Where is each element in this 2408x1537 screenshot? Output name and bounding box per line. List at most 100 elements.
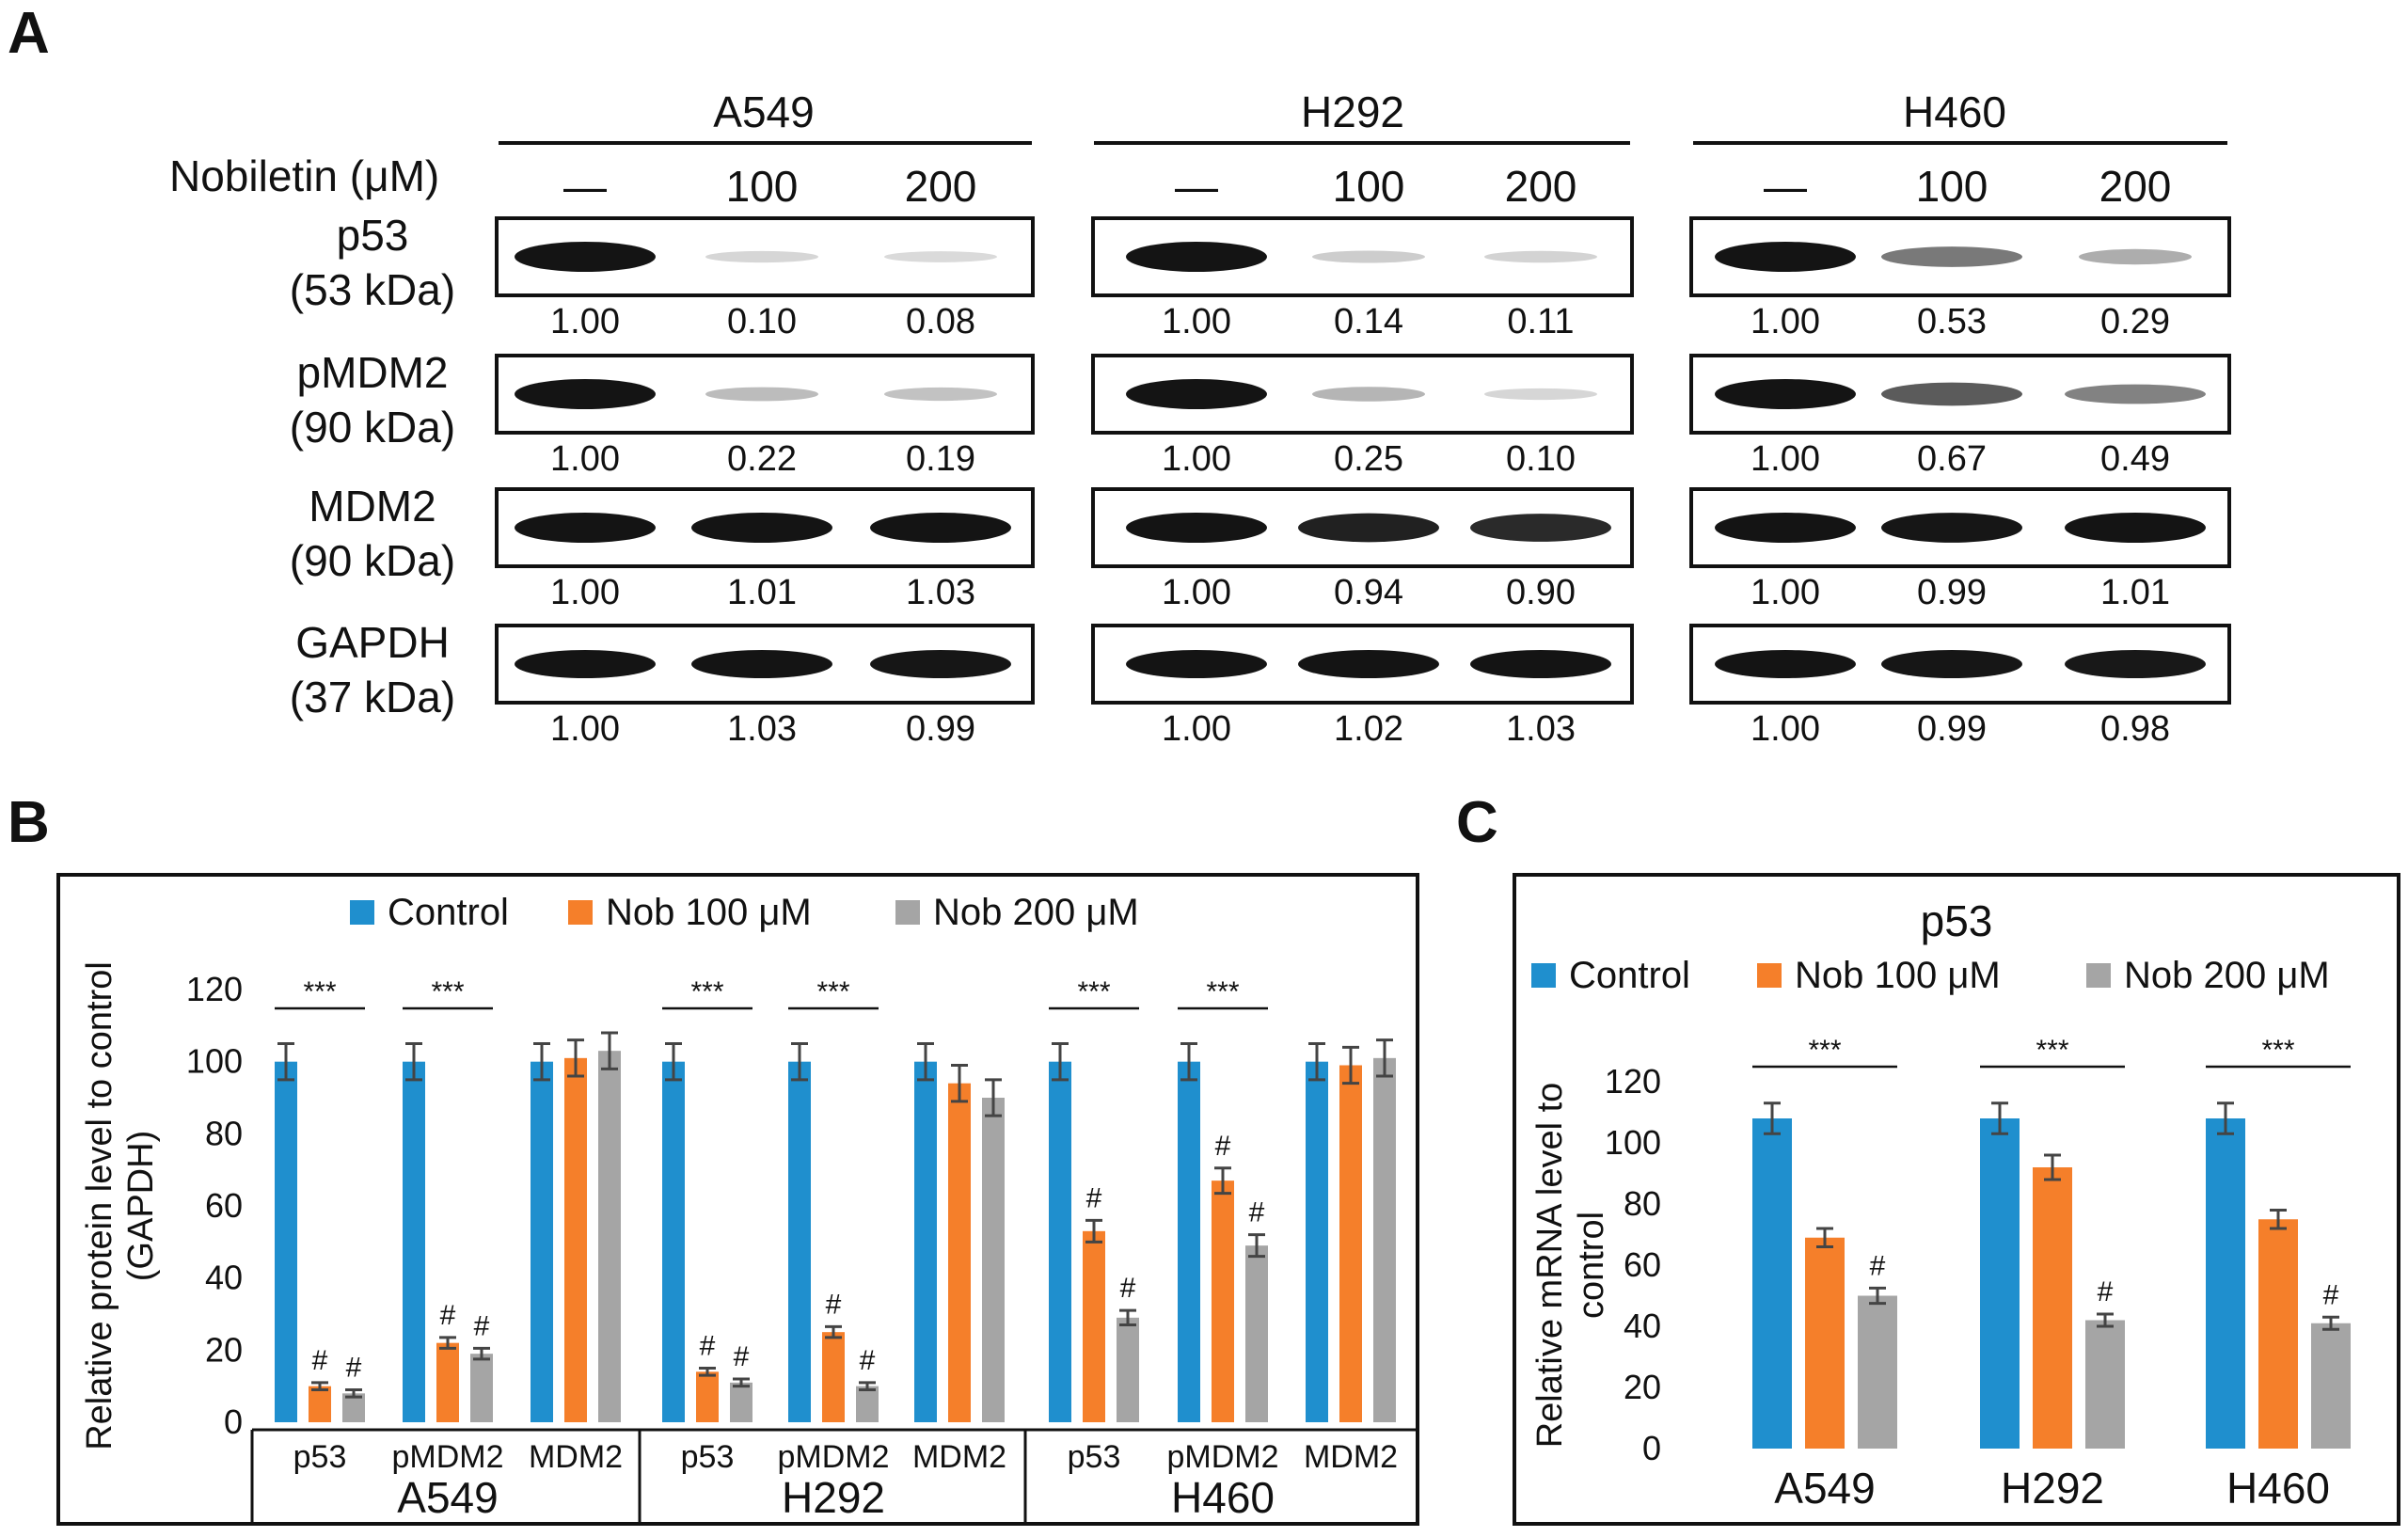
cell-line-header: H292 bbox=[1301, 87, 1404, 136]
bar bbox=[1245, 1245, 1268, 1422]
band-quant-value: 1.00 bbox=[1751, 439, 1820, 479]
significance-mark: # bbox=[2098, 1276, 2114, 1307]
band-quant-value: 0.94 bbox=[1334, 573, 1403, 612]
group-label: H292 bbox=[782, 1473, 885, 1522]
band-quant-value: 1.00 bbox=[550, 439, 620, 479]
y-axis-label: Relative mRNA level to control bbox=[1530, 1083, 1611, 1449]
dose-label: 100 bbox=[1333, 162, 1405, 211]
legend-swatch bbox=[2086, 963, 2111, 988]
blot-band bbox=[515, 242, 656, 272]
y-tick-label: 0 bbox=[1642, 1429, 1661, 1467]
category-label: H460 bbox=[2226, 1464, 2330, 1513]
blot-band bbox=[705, 387, 818, 402]
category-label: p53 bbox=[293, 1439, 347, 1475]
significance-label: *** bbox=[431, 976, 464, 1007]
significance-mark: # bbox=[1870, 1250, 1886, 1281]
band-quant-value: 1.02 bbox=[1334, 709, 1403, 749]
band-quant-value: 1.00 bbox=[550, 709, 620, 749]
blot-band bbox=[1470, 650, 1611, 678]
category-label: MDM2 bbox=[1304, 1439, 1398, 1475]
band-quant-value: 1.00 bbox=[1751, 709, 1820, 749]
blot-band bbox=[2079, 248, 2192, 265]
bar bbox=[1306, 1061, 1328, 1422]
blot-band bbox=[1881, 382, 2022, 406]
band-quant-value: 1.01 bbox=[2100, 573, 2170, 612]
western-blot-panel: A549 H292 H460 Nobiletin (μM) — 100 200 … bbox=[169, 87, 2231, 749]
bar bbox=[822, 1332, 845, 1422]
y-tick-label: 40 bbox=[205, 1259, 243, 1297]
band-quant-value: 1.00 bbox=[550, 573, 620, 612]
significance-mark: # bbox=[700, 1331, 716, 1362]
blot-band bbox=[1312, 250, 1425, 263]
protein-kda-label: (37 kDa) bbox=[290, 673, 455, 721]
bar bbox=[2311, 1323, 2351, 1449]
band-quant-value: 0.08 bbox=[906, 302, 975, 341]
y-tick-label: 120 bbox=[1605, 1062, 1661, 1101]
significance-mark: # bbox=[474, 1310, 490, 1341]
legend-swatch bbox=[1531, 963, 1556, 988]
band-quant-value: 1.03 bbox=[727, 709, 797, 749]
bar bbox=[470, 1354, 493, 1422]
legend-swatch bbox=[568, 900, 593, 925]
bar bbox=[403, 1061, 425, 1422]
significance-mark: # bbox=[1249, 1197, 1265, 1228]
band-quant-value: 1.00 bbox=[1162, 709, 1231, 749]
significance-label: *** bbox=[2261, 1035, 2294, 1066]
band-quant-value: 0.22 bbox=[727, 439, 797, 479]
bar bbox=[1117, 1317, 1139, 1422]
blot-band bbox=[1715, 650, 1856, 678]
protein-name-label: pMDM2 bbox=[296, 348, 448, 397]
significance-label: *** bbox=[2036, 1035, 2068, 1066]
bar bbox=[2258, 1219, 2298, 1449]
blot-band bbox=[691, 650, 832, 678]
band-quant-value: 0.90 bbox=[1506, 573, 1576, 612]
y-tick-label: 0 bbox=[224, 1402, 243, 1441]
bar bbox=[1980, 1118, 2020, 1449]
blot-band bbox=[870, 650, 1011, 678]
significance-mark: # bbox=[860, 1345, 876, 1376]
band-quant-value: 0.10 bbox=[1506, 439, 1576, 479]
blot-band bbox=[515, 650, 656, 678]
bar bbox=[914, 1061, 937, 1422]
band-quant-value: 0.11 bbox=[1507, 302, 1574, 341]
band-quant-value: 1.00 bbox=[1751, 573, 1820, 612]
protein-kda-label: (53 kDa) bbox=[290, 265, 455, 314]
bar bbox=[275, 1061, 297, 1422]
significance-mark: # bbox=[346, 1353, 362, 1384]
dose-label: 200 bbox=[1505, 162, 1577, 211]
band-quant-value: 1.00 bbox=[1162, 302, 1231, 341]
y-tick-label: 60 bbox=[1624, 1245, 1661, 1284]
y-axis-label-line: Relative mRNA level to bbox=[1530, 1083, 1570, 1449]
dose-label: 200 bbox=[905, 162, 977, 211]
protein-name-label: GAPDH bbox=[295, 618, 450, 667]
bar bbox=[2085, 1320, 2125, 1449]
blot-band bbox=[1484, 250, 1597, 263]
band-quant-value: 0.67 bbox=[1917, 439, 1987, 479]
band-quant-value: 0.19 bbox=[906, 439, 975, 479]
bar bbox=[696, 1371, 719, 1422]
y-axis-label-line: Relative protein level to control bbox=[80, 961, 119, 1450]
protein-kda-label: (90 kDa) bbox=[290, 536, 455, 585]
significance-mark: # bbox=[1215, 1131, 1231, 1162]
band-quant-value: 0.99 bbox=[906, 709, 975, 749]
group-label: A549 bbox=[397, 1473, 498, 1522]
significance-label: *** bbox=[1077, 976, 1110, 1007]
blot-band bbox=[1298, 650, 1439, 678]
blot-band bbox=[1881, 513, 2022, 543]
significance-mark: # bbox=[2323, 1279, 2339, 1310]
dose-label: — bbox=[1764, 162, 1807, 211]
significance-mark: # bbox=[826, 1289, 842, 1320]
y-tick-label: 100 bbox=[1605, 1123, 1661, 1162]
panel-letter-b: B bbox=[8, 790, 50, 855]
bar bbox=[564, 1057, 587, 1422]
blot-band bbox=[870, 513, 1011, 543]
blot-band bbox=[1470, 514, 1611, 542]
significance-mark: # bbox=[312, 1345, 328, 1376]
band-quant-value: 0.14 bbox=[1334, 302, 1403, 341]
bar bbox=[1049, 1061, 1071, 1422]
y-axis-label-line: control bbox=[1572, 1212, 1611, 1319]
significance-mark: # bbox=[1120, 1273, 1136, 1304]
legend-entry: Nob 100 μM bbox=[1795, 955, 2001, 996]
bar bbox=[788, 1061, 811, 1422]
